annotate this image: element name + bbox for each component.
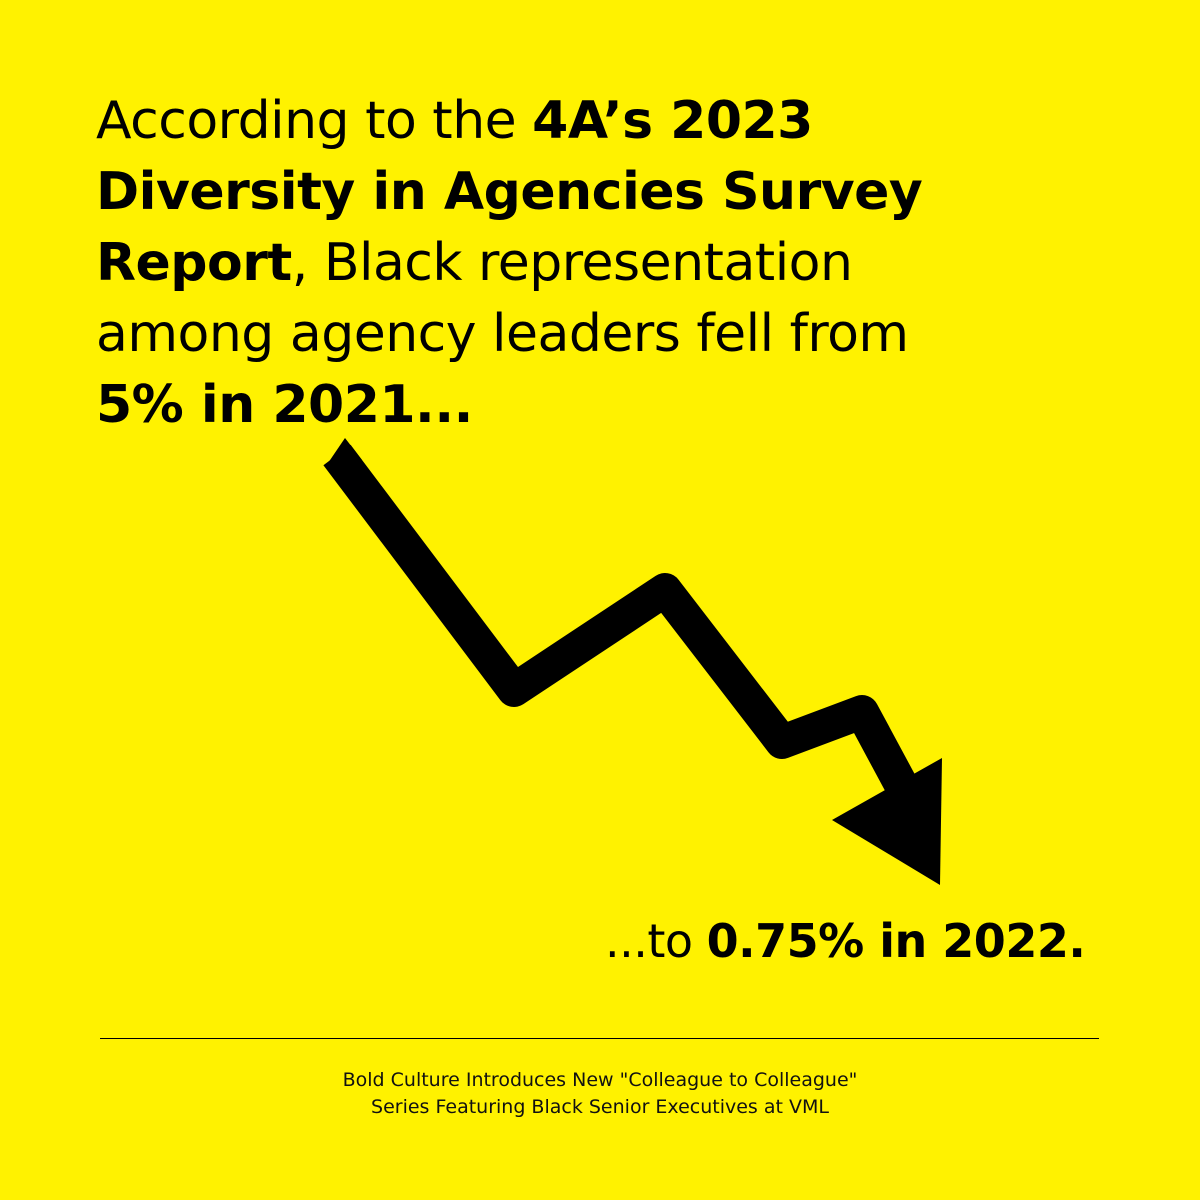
arrow-line	[323, 444, 927, 814]
conclusion-text: ...to 0.75% in 2022.	[605, 906, 1086, 976]
footer-line-1: Bold Culture Introduces New "Colleague t…	[342, 1069, 858, 1091]
headline-part-2: , Black representation among agency lead…	[96, 233, 909, 364]
arrow-tail-cap	[326, 438, 362, 468]
headline-part-1: According to the	[96, 91, 533, 151]
footer-line-2: Series Featuring Black Senior Executives…	[371, 1096, 829, 1118]
conclusion-prefix: ...to	[605, 914, 707, 968]
arrow-shape	[323, 438, 942, 885]
headline-stat-2021: 5% in 2021...	[96, 375, 473, 435]
footer-divider	[100, 1038, 1099, 1039]
footer-caption: Bold Culture Introduces New "Colleague t…	[150, 1067, 1050, 1121]
conclusion-stat-2022: 0.75% in 2022.	[706, 914, 1086, 968]
headline-text: According to the 4A’s 2023 Diversity in …	[96, 86, 976, 441]
headline-survey-name: 4A’s 2023 Diversity in Agencies Survey R…	[96, 91, 923, 293]
arrow-head	[832, 758, 942, 885]
